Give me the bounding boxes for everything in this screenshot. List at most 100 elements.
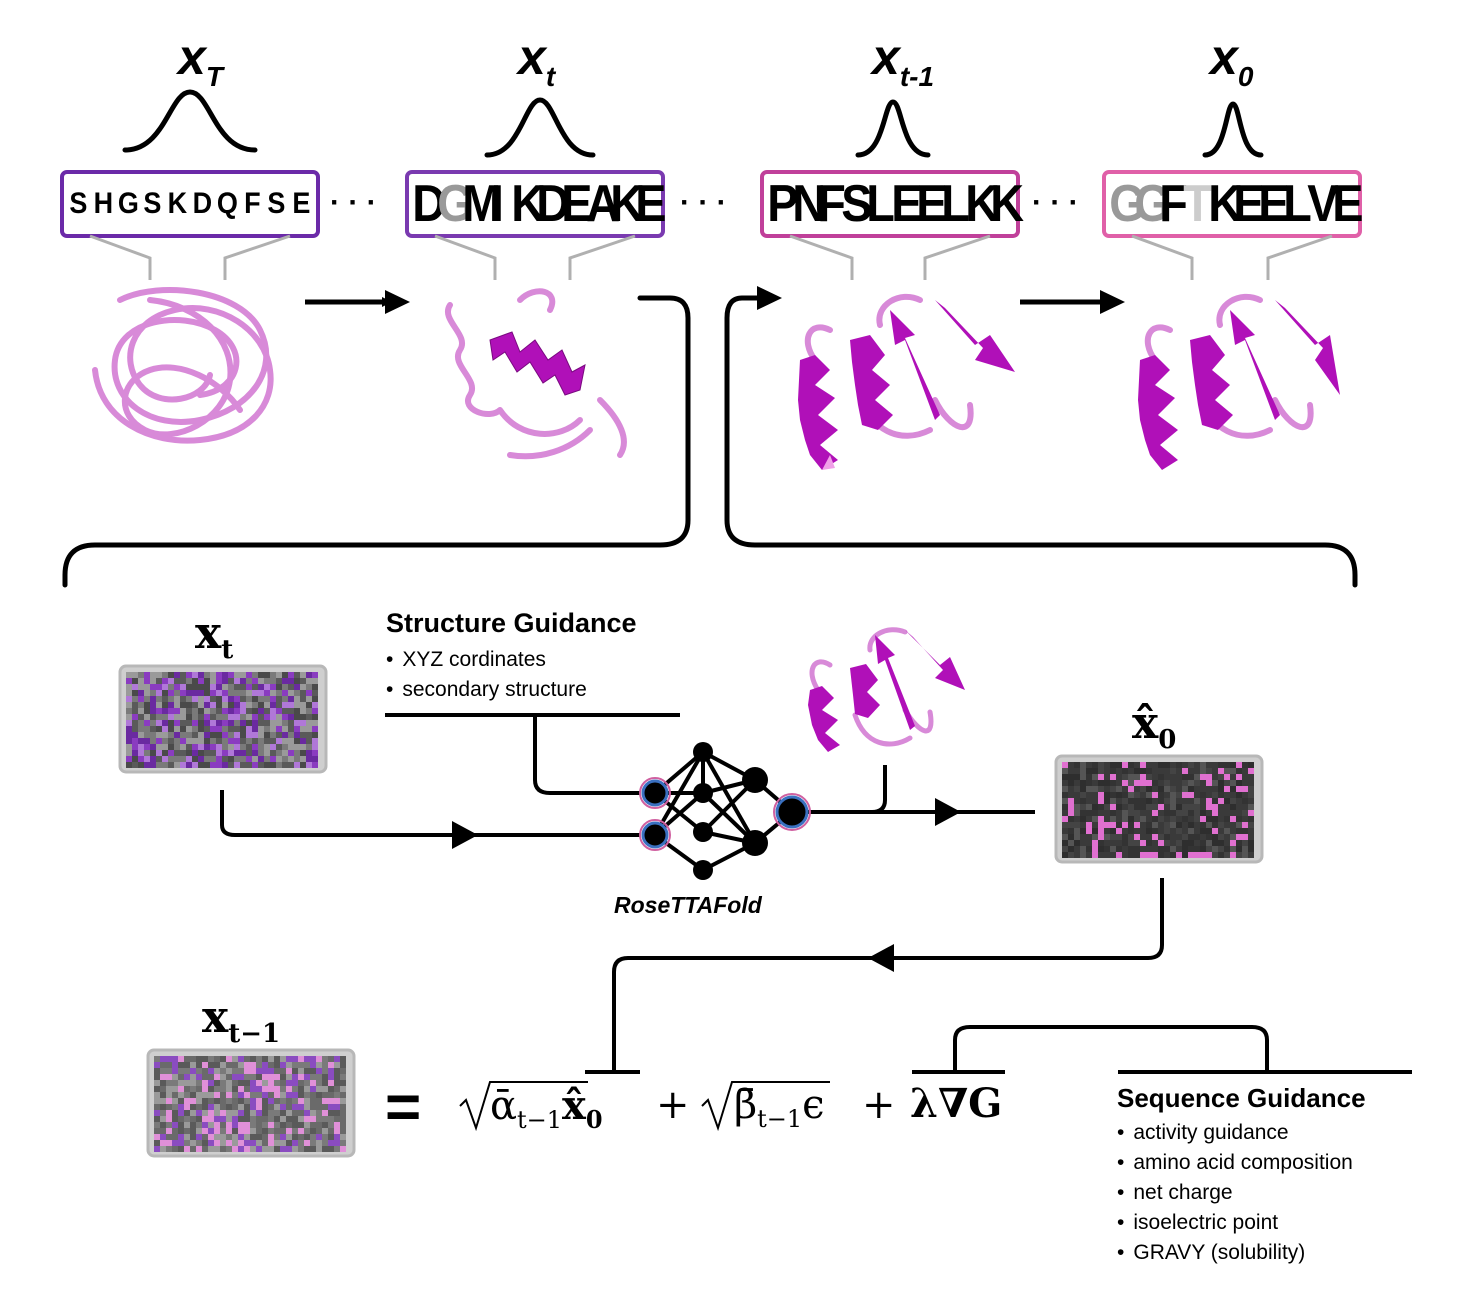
logo-frame-x0 bbox=[1102, 170, 1362, 238]
sequence-guidance: Sequence Guidance activity guidance amin… bbox=[1117, 1083, 1366, 1268]
structure-guidance-item: secondary structure bbox=[386, 675, 637, 705]
logo-letter: V bbox=[1307, 175, 1339, 233]
structure-guidance-item: XYZ cordinates bbox=[386, 645, 637, 675]
stage-label-x0: x0 bbox=[1210, 29, 1254, 92]
logo-letter: D bbox=[536, 175, 571, 233]
sequence-guidance-item: net charge bbox=[1117, 1178, 1366, 1208]
sequence-guidance-item: GRAVY (solubility) bbox=[1117, 1238, 1366, 1268]
logo-frame-xt-1 bbox=[760, 170, 1020, 238]
logo-letter: F bbox=[816, 175, 846, 233]
logo-letter: S bbox=[143, 187, 162, 220]
logo-letter: L bbox=[1282, 175, 1312, 233]
logo-letter: N bbox=[792, 175, 826, 233]
logo-letter: E bbox=[1258, 175, 1290, 233]
stage-label-xt: xt bbox=[518, 29, 556, 92]
label-x0hat: x̂0 bbox=[1132, 698, 1177, 755]
logo-letter: F bbox=[1158, 175, 1188, 233]
protein-random-coil bbox=[92, 287, 274, 444]
logo-letter: E bbox=[1233, 175, 1265, 233]
gaussian-curve bbox=[484, 97, 596, 158]
gaussian-curve bbox=[1202, 101, 1264, 158]
logo-letter: E bbox=[916, 175, 948, 233]
logo-letter: H bbox=[93, 187, 113, 220]
logo-letter: S bbox=[841, 175, 873, 233]
logo-letter: K bbox=[167, 187, 188, 220]
logo-letter: E bbox=[635, 175, 667, 233]
equals-sign: = bbox=[385, 1073, 422, 1142]
logo-letter: K bbox=[610, 175, 645, 233]
equation-term-2: β̄t−1ϵ bbox=[734, 1082, 825, 1133]
logo-letter: T bbox=[1183, 175, 1213, 233]
logo-letter: S bbox=[69, 187, 88, 220]
network-input-node bbox=[641, 779, 669, 807]
rosettafold-network bbox=[639, 742, 811, 880]
logo-letter: G bbox=[1109, 175, 1146, 233]
network-hidden-node bbox=[742, 830, 768, 856]
network-output-node bbox=[775, 795, 809, 829]
network-hidden-node bbox=[693, 742, 713, 762]
ellipsis: · · · bbox=[330, 186, 377, 219]
logo-letter: K bbox=[990, 175, 1025, 233]
logo-letter: F bbox=[243, 187, 261, 220]
structure-guidance: Structure Guidance XYZ cordinates second… bbox=[386, 608, 637, 705]
logo-letter: K bbox=[1208, 175, 1243, 233]
logo-frame-xt bbox=[405, 170, 665, 238]
protein-folded-0 bbox=[1138, 293, 1340, 470]
logo-letter: S bbox=[267, 187, 286, 220]
sequence-guidance-title: Sequence Guidance bbox=[1117, 1083, 1366, 1113]
logo-letter: A bbox=[585, 175, 620, 233]
matrix-xtm1 bbox=[154, 1056, 346, 1152]
protein-helix-coil bbox=[445, 288, 627, 460]
label-xt: xt bbox=[195, 608, 234, 665]
protein-folded-t-1 bbox=[798, 293, 1015, 470]
logo-letter: E bbox=[561, 175, 593, 233]
network-hidden-node bbox=[693, 783, 713, 803]
sequence-guidance-item: amino acid composition bbox=[1117, 1148, 1366, 1178]
network-hidden-node bbox=[693, 822, 713, 842]
logo-letter: Q bbox=[216, 187, 238, 220]
logo-letter: E bbox=[891, 175, 923, 233]
logo-frame-xT bbox=[60, 170, 320, 238]
equation-plus: + bbox=[862, 1082, 896, 1128]
protein-structure-guidance bbox=[808, 627, 965, 752]
model-label: RoseTTAFold bbox=[614, 892, 762, 918]
matrix-x0hat bbox=[1062, 762, 1254, 858]
stage-label-xt-1: xt-1 bbox=[872, 29, 935, 92]
sequence-guidance-item: activity guidance bbox=[1117, 1118, 1366, 1148]
logo-letter: E bbox=[1332, 175, 1364, 233]
logo-letter: E bbox=[292, 187, 311, 220]
equation-term-1: ᾱt−1x̂0 bbox=[490, 1082, 603, 1134]
logo-letter: L bbox=[866, 175, 896, 233]
label-xtm1: xt−1 bbox=[202, 992, 281, 1049]
logo-letter: L bbox=[940, 175, 970, 233]
gaussian-curve bbox=[855, 99, 931, 158]
logo-letter: K bbox=[965, 175, 1000, 233]
logo-letter: P bbox=[767, 175, 799, 233]
equation-plus: + bbox=[656, 1082, 690, 1128]
ellipsis: · · · bbox=[1032, 186, 1079, 219]
logo-letter: K bbox=[511, 175, 546, 233]
structure-guidance-title: Structure Guidance bbox=[386, 608, 637, 638]
network-input-node bbox=[641, 821, 669, 849]
logo-letter: M bbox=[461, 175, 501, 233]
stage-label-xT: xT bbox=[178, 29, 223, 92]
detail-brace bbox=[62, 295, 1358, 588]
logo-letter: G bbox=[1134, 175, 1171, 233]
matrix-xt bbox=[126, 672, 318, 768]
gaussian-curve bbox=[122, 89, 258, 153]
logo-letter: D bbox=[412, 175, 447, 233]
equation-term-3: λ∇G bbox=[910, 1080, 1003, 1127]
logo-letter: I bbox=[491, 175, 505, 233]
sqrt-sign bbox=[701, 1081, 830, 1132]
network-hidden-node bbox=[742, 767, 768, 793]
ellipsis: · · · bbox=[680, 186, 727, 219]
logo-letter: G bbox=[117, 187, 139, 220]
logo-letter: G bbox=[437, 175, 474, 233]
logo-letter: D bbox=[192, 187, 213, 220]
sequence-guidance-item: isoelectric point bbox=[1117, 1208, 1366, 1238]
